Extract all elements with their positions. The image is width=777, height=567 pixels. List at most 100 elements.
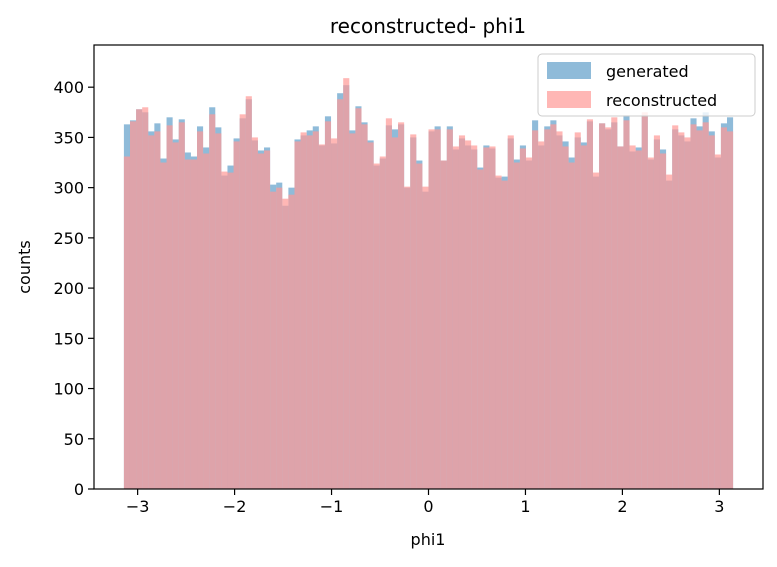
y-tick-label: 50 [64,430,84,449]
reconstructed-bar [641,112,648,490]
x-tick-label: 1 [520,497,530,516]
chart-legend: generated reconstructed [537,53,756,117]
reconstructed-bar [257,153,265,489]
reconstructed-bar [300,132,307,489]
legend-swatch-generated [547,62,591,79]
x-tick-label: 0 [423,497,433,516]
x-tick-label: −1 [320,497,344,516]
reconstructed-bar [129,121,137,489]
reconstructed-bar [586,119,593,489]
reconstructed-bar [446,129,453,489]
reconstructed-bar [684,137,691,489]
reconstructed-bar [416,163,423,489]
x-tick-label: −2 [223,497,247,516]
reconstructed-bar [215,133,222,489]
reconstructed-bar [410,134,417,489]
reconstructed-bar [702,122,709,489]
reconstructed-bar [483,147,490,489]
histogram-bars [123,78,734,490]
reconstructed-bar [288,194,295,490]
reconstructed-bar [355,108,362,489]
reconstructed-bar [440,160,447,489]
reconstructed-bar [592,172,600,490]
reconstructed-bar [227,172,234,490]
reconstructed-bar [489,146,496,489]
reconstructed-bar [696,130,703,489]
reconstructed-bar [337,99,344,489]
reconstructed-bar [580,145,587,489]
reconstructed-bar [428,129,435,489]
reconstructed-bar [349,133,356,489]
reconstructed-bar [708,135,715,490]
reconstructed-bar [519,148,526,489]
reconstructed-bar [568,162,575,489]
reconstructed-bar [318,144,325,489]
reconstructed-bar [623,120,630,490]
reconstructed-bar [434,129,441,489]
reconstructed-bar [367,142,374,490]
reconstructed-bar [190,159,198,489]
reconstructed-bar [203,153,210,489]
reconstructed-bar [532,130,539,489]
reconstructed-bar [391,137,399,489]
reconstructed-bar [142,107,149,489]
reconstructed-bar [178,122,185,489]
reconstructed-bar [221,171,228,489]
reconstructed-bar [123,156,130,489]
reconstructed-bar [513,162,520,489]
x-tick-label: 3 [714,497,724,516]
reconstructed-bar [379,156,386,489]
reconstructed-bar [452,146,459,489]
legend-label-generated: generated [606,62,689,81]
reconstructed-bar [312,131,319,489]
reconstructed-bar [599,123,606,490]
reconstructed-bar [166,125,173,489]
reconstructed-bar [385,118,392,489]
reconstructed-bar [605,127,612,490]
reconstructed-bar [690,124,697,489]
reconstructed-bar [306,135,313,490]
y-tick-label: 300 [53,179,84,198]
x-tick-label: 2 [617,497,627,516]
y-tick-label: 400 [53,78,84,97]
reconstructed-bar [197,131,204,489]
series-reconstructed [123,78,734,490]
y-tick-label: 250 [53,229,84,248]
reconstructed-bar [422,186,429,490]
legend-box [537,53,756,117]
reconstructed-bar [148,135,155,490]
reconstructed-bar [270,191,277,489]
reconstructed-bar [239,114,246,489]
reconstructed-bar [495,175,502,489]
reconstructed-bar [501,180,508,490]
reconstructed-bar [251,137,258,489]
legend-swatch-reconstructed [547,91,591,108]
reconstructed-bar [245,96,252,489]
reconstructed-bar [282,198,289,489]
reconstructed-bar [653,135,660,490]
reconstructed-bar [647,157,654,490]
y-axis-label: counts [15,240,34,293]
reconstructed-bar [209,114,216,489]
reconstructed-bar [276,187,283,490]
reconstructed-bar [233,141,240,489]
reconstructed-bar [160,162,167,489]
reconstructed-bar [343,78,350,489]
reconstructed-bar [331,138,338,489]
reconstructed-bar [507,135,514,490]
reconstructed-bar [720,127,728,490]
reconstructed-bar [525,157,533,490]
reconstructed-bar [574,132,581,489]
reconstructed-bar [458,135,466,490]
reconstructed-bar [714,154,721,489]
reconstructed-bar [465,140,472,489]
reconstructed-bar [184,159,191,489]
reconstructed-bar [556,131,563,489]
reconstructed-bar [373,163,380,489]
reconstructed-bar [172,142,179,490]
reconstructed-bar [666,174,673,489]
x-axis-label: phi1 [411,530,446,549]
reconstructed-bar [672,125,679,489]
chart-title: reconstructed- phi1 [330,14,526,38]
